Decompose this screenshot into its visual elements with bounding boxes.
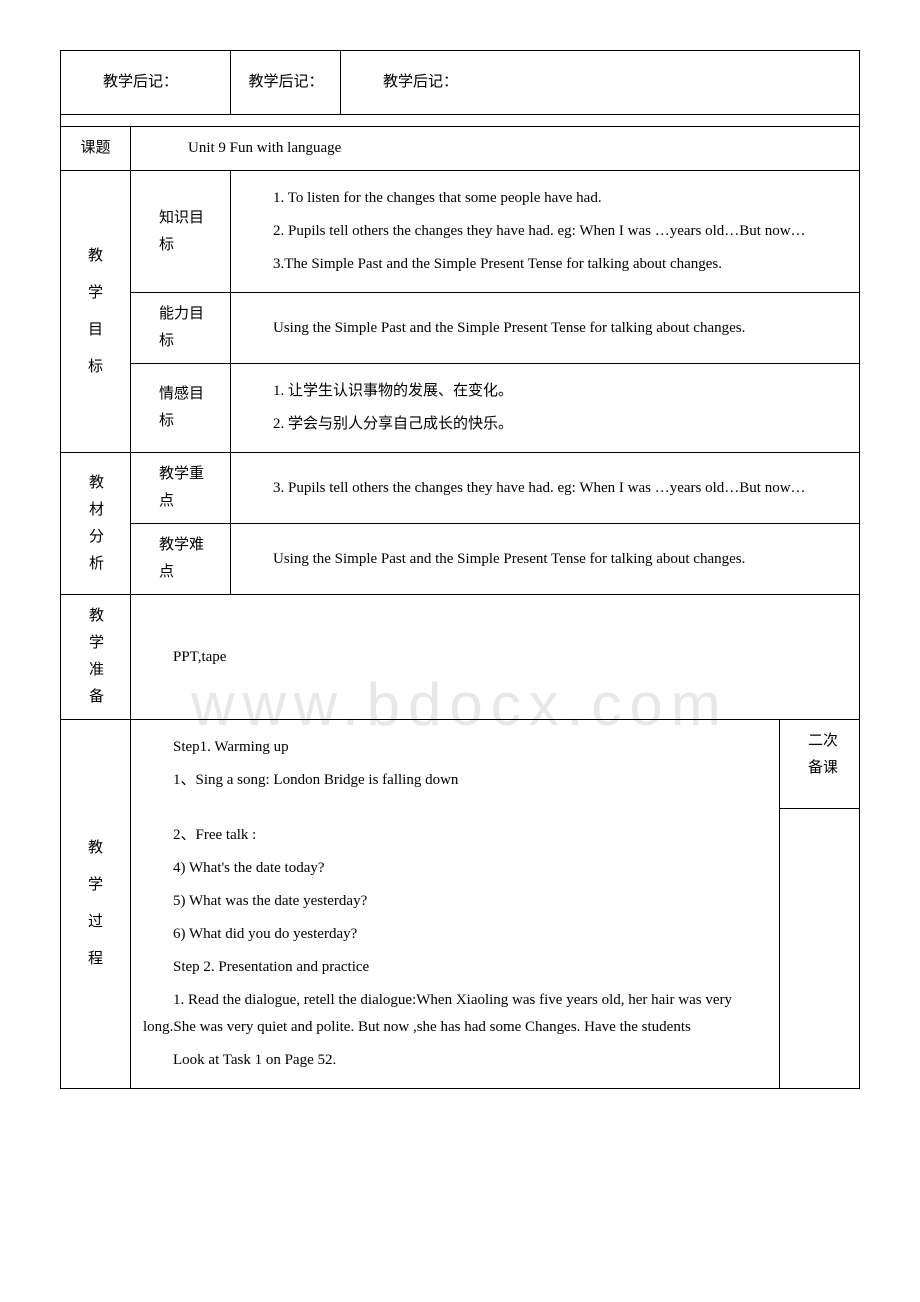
analysis-side-label: 教材分析 [89,475,104,572]
knowledge-p3: 3.The Simple Past and the Simple Present… [243,251,847,278]
difficulty-text: Using the Simple Past and the Simple Pre… [243,546,847,573]
table-row [61,115,860,127]
table-row: 教材分析 教学重点 3. Pupils tell others the chan… [61,453,860,524]
knowledge-p1: 1. To listen for the changes that some p… [243,185,847,212]
objectives-side-label: 教 [73,243,118,270]
ability-label-cell: 能力目标 [131,293,231,364]
process-side-label: 教 [73,835,118,862]
table-row: 2、Free talk : 4) What's the date today? … [61,808,860,1089]
process-p3: 2、Free talk : [143,822,767,849]
process-content-bottom-cell: 2、Free talk : 4) What's the date today? … [131,808,780,1089]
table-row: 教学难点 Using the Simple Past and the Simpl… [61,524,860,595]
table-row: 教学准备 PPT,tape [61,595,860,720]
second-prep-label: 二次备课 [808,733,838,776]
second-prep-cell: 二次备课 [780,720,860,809]
topic-value: Unit 9 Fun with language [188,140,341,156]
lesson-plan-table: 教学后记： 教学后记： 教学后记： 课题 Unit 9 Fun with lan… [60,50,860,1089]
emotion-label-cell: 情感目标 [131,364,231,453]
ability-content-cell: Using the Simple Past and the Simple Pre… [231,293,860,364]
postscript-left-cell: 教学后记： [61,51,231,115]
ability-text: Using the Simple Past and the Simple Pre… [243,315,847,342]
prep-value: PPT,tape [173,649,226,665]
process-p4: 4) What's the date today? [143,855,767,882]
postscript-left: 教学后记： [103,74,178,90]
process-p9: Look at Task 1 on Page 52. [143,1047,767,1074]
ability-label: 能力目标 [159,306,204,349]
table-row: 能力目标 Using the Simple Past and the Simpl… [61,293,860,364]
process-side-cell: 教 学 过 程 [61,720,131,1089]
keypoint-content-cell: 3. Pupils tell others the changes they h… [231,453,860,524]
difficulty-label-cell: 教学难点 [131,524,231,595]
process-p7: Step 2. Presentation and practice [143,954,767,981]
prep-value-cell: PPT,tape [131,595,860,720]
process-p1: Step1. Warming up [143,734,767,761]
table-row: 教 学 目 标 知识目标 1. To listen for the change… [61,171,860,293]
keypoint-label-cell: 教学重点 [131,453,231,524]
analysis-side-cell: 教材分析 [61,453,131,595]
emotion-label: 情感目标 [159,386,204,429]
difficulty-label: 教学难点 [159,537,204,580]
process-p5: 5) What was the date yesterday? [143,888,767,915]
keypoint-label: 教学重点 [159,466,204,509]
process-p8: 1. Read the dialogue, retell the dialogu… [143,987,767,1041]
emotion-content-cell: 1. 让学生认识事物的发展、在变化。 2. 学会与别人分享自己成长的快乐。 [231,364,860,453]
spacer-cell [61,115,860,127]
table-row: 教 学 过 程 Step1. Warming up 1、Sing a song:… [61,720,860,809]
emotion-p2: 2. 学会与别人分享自己成长的快乐。 [243,411,847,438]
table-row: 课题 Unit 9 Fun with language [61,127,860,171]
topic-label-cell: 课题 [61,127,131,171]
postscript-mid-cell: 教学后记： [231,51,341,115]
postscript-right-cell: 教学后记： [341,51,860,115]
topic-value-cell: Unit 9 Fun with language [131,127,860,171]
table-row: 教学后记： 教学后记： 教学后记： [61,51,860,115]
second-prep-empty-cell [780,808,860,1089]
topic-label: 课题 [80,140,110,156]
objectives-side-cell: 教 学 目 标 [61,171,131,453]
knowledge-content-cell: 1. To listen for the changes that some p… [231,171,860,293]
knowledge-p2: 2. Pupils tell others the changes they h… [243,218,847,245]
knowledge-label: 知识目标 [159,210,204,253]
table-row: 情感目标 1. 让学生认识事物的发展、在变化。 2. 学会与别人分享自己成长的快… [61,364,860,453]
prep-label: 教学准备 [89,608,104,705]
postscript-mid: 教学后记： [248,74,323,90]
keypoint-text: 3. Pupils tell others the changes they h… [243,475,847,502]
process-p2: 1、Sing a song: London Bridge is falling … [143,767,767,794]
prep-label-cell: 教学准备 [61,595,131,720]
knowledge-label-cell: 知识目标 [131,171,231,293]
process-content-top-cell: Step1. Warming up 1、Sing a song: London … [131,720,780,809]
emotion-p1: 1. 让学生认识事物的发展、在变化。 [243,378,847,405]
difficulty-content-cell: Using the Simple Past and the Simple Pre… [231,524,860,595]
postscript-right: 教学后记： [383,74,458,90]
process-p6: 6) What did you do yesterday? [143,921,767,948]
